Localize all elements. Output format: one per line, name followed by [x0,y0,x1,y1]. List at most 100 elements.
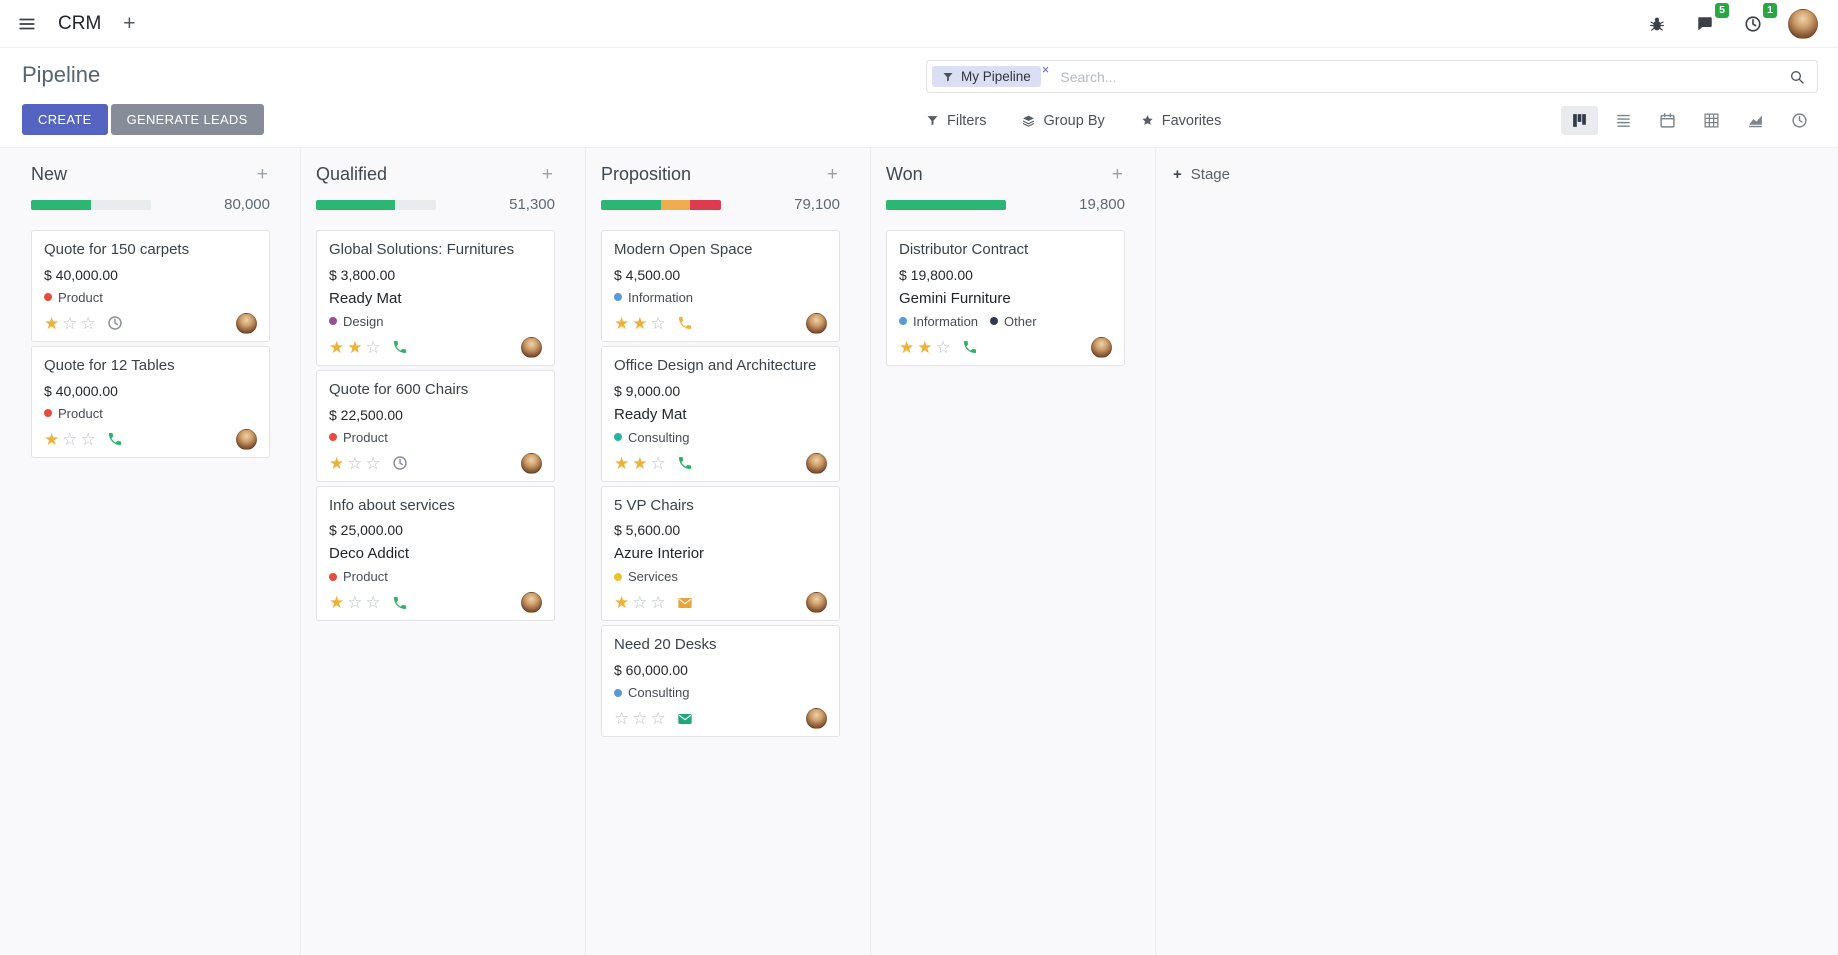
star-icon[interactable]: ★ [899,337,915,357]
clock-icon[interactable] [392,455,408,471]
phone-icon[interactable] [392,595,408,611]
view-calendar-button[interactable] [1649,106,1686,135]
kanban-card[interactable]: Quote for 150 carpets $ 40,000.00 Product ★… [31,230,270,342]
star-icon[interactable]: ★ [347,337,363,357]
kanban-card[interactable]: Modern Open Space $ 4,500.00 Information ★ ★… [601,230,840,342]
phone-icon[interactable] [677,315,693,331]
progress-segment[interactable] [689,199,721,210]
kanban-card[interactable]: Info about services $ 25,000.00 Deco Addic… [316,485,555,622]
stage-progress-row: 51,300 [316,196,555,213]
kanban-card[interactable]: Need 20 Desks $ 60,000.00 Consulting ☆ ☆ ☆ [601,625,840,737]
add-card-button[interactable]: + [541,164,553,185]
view-kanban-button[interactable] [1561,106,1598,135]
star-icon[interactable]: ☆ [650,709,666,728]
star-icon[interactable]: ☆ [650,453,666,473]
group-by-button[interactable]: Group By [1022,111,1105,131]
kanban-card[interactable]: Distributor Contract $ 19,800.00 Gemini Fu… [886,230,1125,366]
app-name[interactable]: CRM [58,12,102,34]
star-icon[interactable]: ☆ [650,593,666,613]
hamburger-icon [19,18,35,29]
envelope-icon[interactable] [677,711,693,727]
stage-progressbar[interactable] [316,199,436,210]
star-icon[interactable]: ☆ [62,429,78,449]
star-icon[interactable]: ☆ [935,337,951,357]
kanban-card[interactable]: 5 VP Chairs $ 5,600.00 Azure Interior Servi… [601,485,840,622]
apps-menu-button[interactable] [14,11,40,37]
debug-button[interactable] [1644,11,1670,37]
kanban-card[interactable]: Quote for 12 Tables $ 40,000.00 Product ★ ☆ ☆ [31,345,270,458]
view-pivot-button[interactable] [1693,106,1730,135]
search-input[interactable] [1052,68,1789,85]
star-icon[interactable]: ☆ [614,709,630,728]
star-icon[interactable]: ★ [329,593,345,613]
add-card-button[interactable]: + [256,164,268,185]
stage-progressbar[interactable] [31,199,151,210]
star-icon[interactable]: ☆ [632,709,648,728]
star-icon[interactable]: ☆ [347,593,363,613]
star-icon[interactable]: ☆ [347,453,363,473]
filters-button[interactable]: Filters [926,111,986,131]
star-icon[interactable]: ★ [632,453,648,473]
star-icon[interactable]: ★ [917,337,933,357]
facet-remove-icon[interactable]: × [1041,62,1050,77]
progress-segment[interactable] [661,199,690,210]
stage-progressbar[interactable] [601,199,721,210]
star-icon[interactable]: ☆ [80,313,96,333]
progress-segment[interactable] [31,199,91,210]
phone-icon[interactable] [392,339,408,355]
star-icon[interactable]: ☆ [650,313,666,333]
clock-icon[interactable] [107,315,123,331]
star-icon[interactable]: ★ [44,429,60,449]
nav-plus-button[interactable]: + [119,9,139,38]
search-bar[interactable]: My Pipeline × [926,60,1818,93]
phone-icon[interactable] [962,339,978,355]
stage-header: Proposition + [601,164,840,185]
envelope-icon[interactable] [677,595,693,611]
user-avatar[interactable] [1788,8,1818,39]
star-icon[interactable]: ★ [632,313,648,333]
star-icon[interactable]: ☆ [365,453,381,473]
phone-icon[interactable] [107,431,123,447]
star-icon[interactable]: ☆ [80,429,96,449]
star-icon[interactable]: ★ [329,453,345,473]
messages-button[interactable]: 5 [1692,2,1729,37]
star-icon[interactable]: ☆ [365,593,381,613]
create-button[interactable]: CREATE [22,104,108,135]
star-icon[interactable]: ☆ [365,337,381,357]
stage-progressbar[interactable] [886,199,1006,210]
activities-button[interactable]: 1 [1740,2,1777,37]
card-amount: $ 3,800.00 [329,266,396,283]
star-icon[interactable]: ☆ [632,593,648,613]
search-icon[interactable] [1789,69,1805,85]
kanban-card[interactable]: Quote for 600 Chairs $ 22,500.00 Product ★ ☆… [316,369,555,482]
star-icon[interactable]: ★ [614,313,630,333]
stage-name: Won [886,164,923,184]
star-icon[interactable]: ★ [614,593,630,613]
add-stage-button[interactable]: + Stage [1156,148,1230,184]
card-title: Quote for 12 Tables [44,356,175,374]
filters-label: Filters [947,112,987,129]
card-title: Distributor Contract [899,241,1029,258]
star-icon[interactable]: ★ [44,313,60,333]
kanban-card[interactable]: Global Solutions: Furnitures $ 3,800.00 Re… [316,230,555,366]
add-card-button[interactable]: + [826,164,838,185]
view-list-button[interactable] [1605,106,1642,135]
favorites-button[interactable]: Favorites [1141,111,1221,131]
generate-leads-button[interactable]: GENERATE LEADS [110,104,264,135]
tag-dot-icon [614,433,622,441]
card-partner: Ready Mat [614,405,687,423]
view-graph-button[interactable] [1737,106,1774,135]
kanban-icon [1573,114,1586,127]
star-icon[interactable]: ★ [614,453,630,473]
view-activity-button[interactable] [1781,106,1818,135]
progress-segment[interactable] [316,199,396,210]
add-card-button[interactable]: + [1111,164,1123,185]
phone-icon[interactable] [677,455,693,471]
star-icon[interactable]: ★ [329,337,345,357]
search-facet[interactable]: My Pipeline [932,66,1041,87]
progress-segment[interactable] [886,199,1006,210]
progress-segment[interactable] [601,199,661,210]
kanban-card[interactable]: Office Design and Architecture $ 9,000.00… [601,345,840,482]
star-icon[interactable]: ☆ [62,313,78,333]
card-footer-left: ★ ★ ☆ [329,339,408,356]
